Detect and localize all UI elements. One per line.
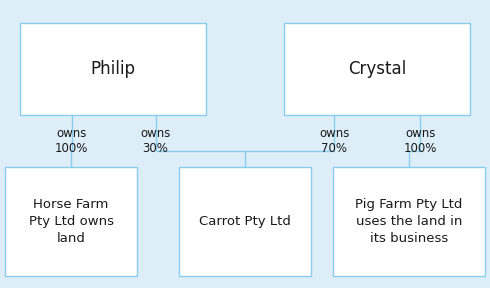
Bar — [333, 167, 485, 276]
Text: owns
70%: owns 70% — [319, 127, 350, 155]
Bar — [5, 167, 137, 276]
Bar — [179, 167, 311, 276]
Text: Pig Farm Pty Ltd
uses the land in
its business: Pig Farm Pty Ltd uses the land in its bu… — [355, 198, 463, 245]
Bar — [284, 23, 470, 115]
Text: Crystal: Crystal — [348, 60, 406, 78]
Bar — [20, 23, 206, 115]
Text: Philip: Philip — [90, 60, 135, 78]
Text: owns
100%: owns 100% — [55, 127, 88, 155]
Text: owns
30%: owns 30% — [140, 127, 171, 155]
Text: Horse Farm
Pty Ltd owns
land: Horse Farm Pty Ltd owns land — [28, 198, 114, 245]
Text: owns
100%: owns 100% — [403, 127, 437, 155]
Text: Carrot Pty Ltd: Carrot Pty Ltd — [199, 215, 291, 228]
